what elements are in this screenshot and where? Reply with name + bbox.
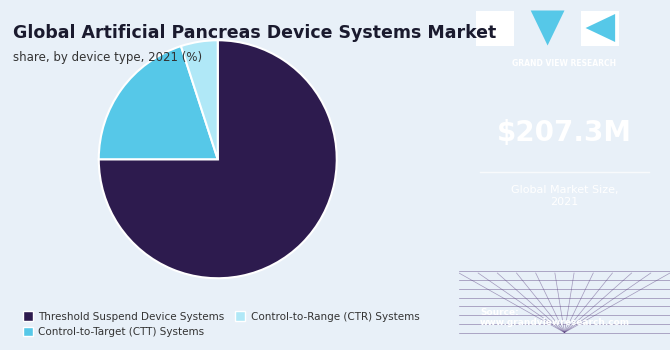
Polygon shape: [531, 10, 564, 46]
Bar: [476, 10, 514, 46]
Text: GRAND VIEW RESEARCH: GRAND VIEW RESEARCH: [513, 60, 616, 69]
Bar: [582, 10, 619, 46]
Text: share, by device type, 2021 (%): share, by device type, 2021 (%): [13, 51, 202, 64]
Text: Global Artificial Pancreas Device Systems Market: Global Artificial Pancreas Device System…: [13, 25, 496, 42]
Text: Global Market Size,
2021: Global Market Size, 2021: [511, 186, 618, 207]
Polygon shape: [586, 14, 615, 42]
Wedge shape: [98, 40, 337, 278]
Wedge shape: [181, 40, 218, 159]
Text: $207.3M: $207.3M: [497, 119, 632, 147]
Legend: Threshold Suspend Device Systems, Control-to-Target (CTT) Systems, Control-to-Ra: Threshold Suspend Device Systems, Contro…: [19, 307, 423, 341]
Text: Source:
www.grandviewresearch.com: Source: www.grandviewresearch.com: [480, 308, 630, 327]
Wedge shape: [98, 46, 218, 159]
